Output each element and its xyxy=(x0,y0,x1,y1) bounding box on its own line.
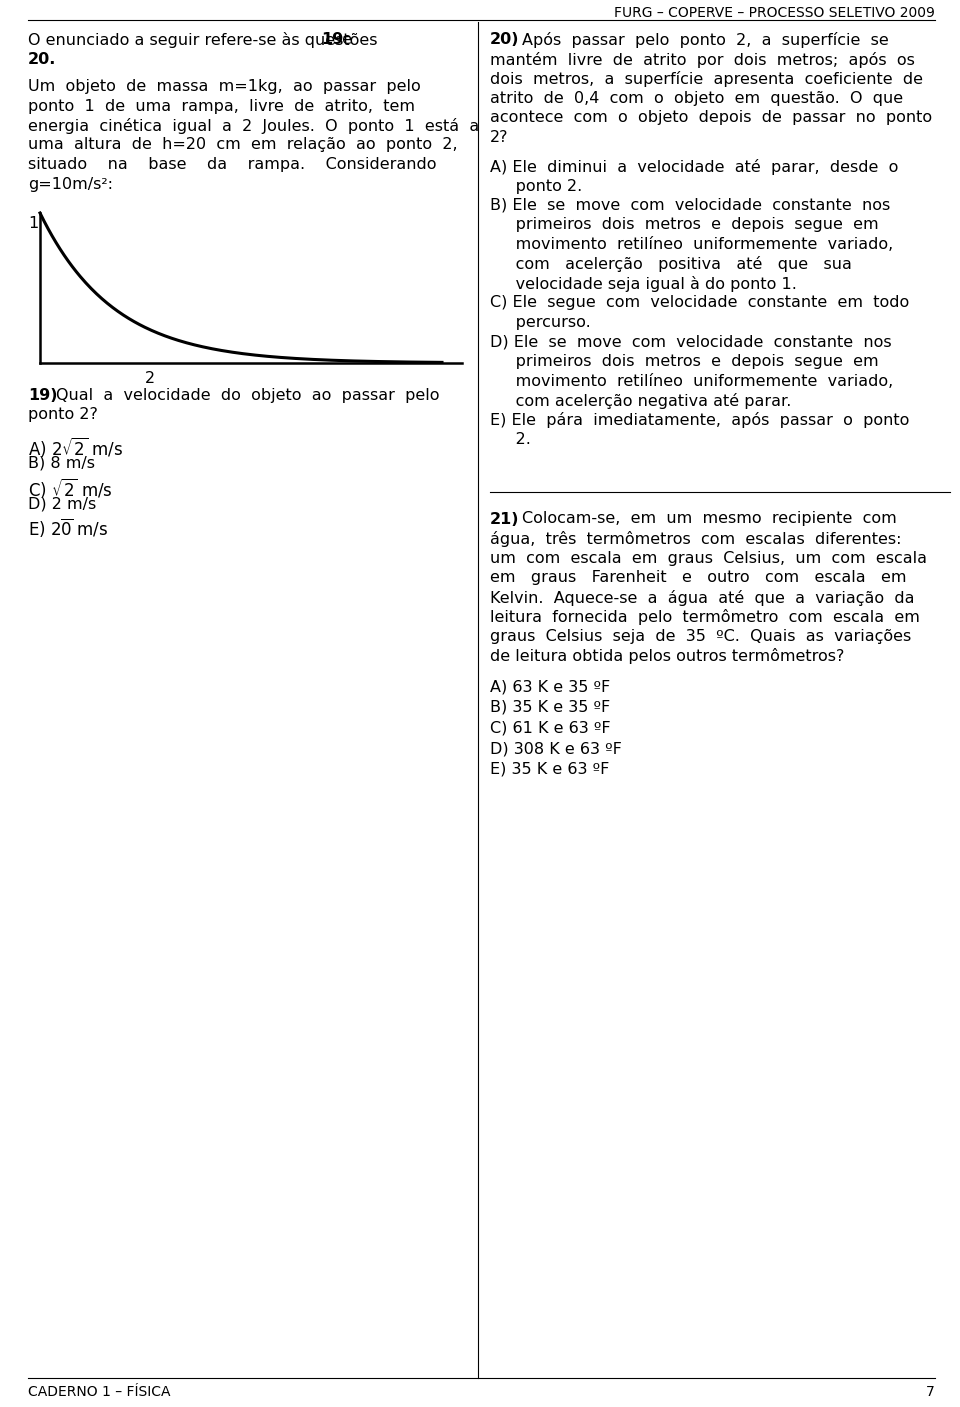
Text: Kelvin.  Aquece-se  a  água  até  que  a  variação  da: Kelvin. Aquece-se a água até que a varia… xyxy=(490,590,915,605)
Text: primeiros  dois  metros  e  depois  segue  em: primeiros dois metros e depois segue em xyxy=(490,218,878,232)
Text: Colocam-se,  em  um  mesmo  recipiente  com: Colocam-se, em um mesmo recipiente com xyxy=(522,512,897,526)
Text: C) Ele  segue  com  velocidade  constante  em  todo: C) Ele segue com velocidade constante em… xyxy=(490,295,909,311)
Text: C) 61 K e 63 ºF: C) 61 K e 63 ºF xyxy=(490,720,611,736)
Text: um  com  escala  em  graus  Celsius,  um  com  escala: um com escala em graus Celsius, um com e… xyxy=(490,550,927,566)
Text: situado    na    base    da    rampa.    Considerando: situado na base da rampa. Considerando xyxy=(28,158,437,172)
Text: acontece  com  o  objeto  depois  de  passar  no  ponto: acontece com o objeto depois de passar n… xyxy=(490,110,932,125)
Text: O enunciado a seguir refere-se às questões: O enunciado a seguir refere-se às questõ… xyxy=(28,32,383,48)
Text: B) 8 m/s: B) 8 m/s xyxy=(28,456,95,470)
Text: D) 308 K e 63 ºF: D) 308 K e 63 ºF xyxy=(490,741,622,756)
Text: 2?: 2? xyxy=(490,129,509,145)
Text: dois  metros,  a  superfície  apresenta  coeficiente  de: dois metros, a superfície apresenta coef… xyxy=(490,70,923,87)
Text: 2: 2 xyxy=(145,371,156,386)
Text: 21): 21) xyxy=(490,512,519,526)
Text: e: e xyxy=(337,32,352,46)
Text: 2.: 2. xyxy=(490,432,531,447)
Text: Após  passar  pelo  ponto  2,  a  superfície  se: Após passar pelo ponto 2, a superfície s… xyxy=(522,32,889,48)
Text: D) Ele  se  move  com  velocidade  constante  nos: D) Ele se move com velocidade constante … xyxy=(490,335,892,349)
Text: água,  três  termômetros  com  escalas  diferentes:: água, três termômetros com escalas difer… xyxy=(490,530,901,547)
Text: 19: 19 xyxy=(321,32,344,46)
Text: 7: 7 xyxy=(926,1384,935,1399)
Text: com   acelerção   positiva   até   que   sua: com acelerção positiva até que sua xyxy=(490,256,852,273)
Text: de leitura obtida pelos outros termômetros?: de leitura obtida pelos outros termômetr… xyxy=(490,649,845,664)
Text: Qual  a  velocidade  do  objeto  ao  passar  pelo: Qual a velocidade do objeto ao passar pe… xyxy=(56,388,440,402)
Text: A) Ele  diminui  a  velocidade  até  parar,  desde  o: A) Ele diminui a velocidade até parar, d… xyxy=(490,159,899,174)
Text: movimento  retilíneo  uniformemente  variado,: movimento retilíneo uniformemente variad… xyxy=(490,373,893,388)
Text: com acelerção negativa até parar.: com acelerção negativa até parar. xyxy=(490,393,791,409)
Text: D) 2 m/s: D) 2 m/s xyxy=(28,497,96,512)
Text: graus  Celsius  seja  de  35  ºC.  Quais  as  variações: graus Celsius seja de 35 ºC. Quais as va… xyxy=(490,629,911,643)
Text: percurso.: percurso. xyxy=(490,315,590,331)
Text: E) 35 K e 63 ºF: E) 35 K e 63 ºF xyxy=(490,761,610,777)
Text: g=10m/s²:: g=10m/s²: xyxy=(28,176,113,191)
Text: primeiros  dois  metros  e  depois  segue  em: primeiros dois metros e depois segue em xyxy=(490,355,878,369)
Text: velocidade seja igual à do ponto 1.: velocidade seja igual à do ponto 1. xyxy=(490,276,797,293)
Text: em   graus   Farenheit   e   outro   com   escala   em: em graus Farenheit e outro com escala em xyxy=(490,570,906,585)
Text: atrito  de  0,4  com  o  objeto  em  questão.  O  que: atrito de 0,4 com o objeto em questão. O… xyxy=(490,90,903,106)
Text: mantém  livre  de  atrito  por  dois  metros;  após  os: mantém livre de atrito por dois metros; … xyxy=(490,52,915,68)
Text: FURG – COPERVE – PROCESSO SELETIVO 2009: FURG – COPERVE – PROCESSO SELETIVO 2009 xyxy=(614,6,935,20)
Text: B) Ele  se  move  com  velocidade  constante  nos: B) Ele se move com velocidade constante … xyxy=(490,198,890,212)
Text: 1: 1 xyxy=(28,217,38,231)
Text: E) $2\overline{0}$ m/s: E) $2\overline{0}$ m/s xyxy=(28,516,108,540)
Text: CADERNO 1 – FÍSICA: CADERNO 1 – FÍSICA xyxy=(28,1384,171,1399)
Text: leitura  fornecida  pelo  termômetro  com  escala  em: leitura fornecida pelo termômetro com es… xyxy=(490,609,920,625)
Text: 20.: 20. xyxy=(28,52,57,66)
Text: A) $2\sqrt{2}$ m/s: A) $2\sqrt{2}$ m/s xyxy=(28,435,123,459)
Text: Um  objeto  de  massa  m=1kg,  ao  passar  pelo: Um objeto de massa m=1kg, ao passar pelo xyxy=(28,79,420,94)
Text: 20): 20) xyxy=(490,32,519,46)
Text: uma  altura  de  h=20  cm  em  relação  ao  ponto  2,: uma altura de h=20 cm em relação ao pont… xyxy=(28,138,458,152)
Text: B) 35 K e 35 ºF: B) 35 K e 35 ºF xyxy=(490,701,611,715)
Text: A) 63 K e 35 ºF: A) 63 K e 35 ºF xyxy=(490,680,611,695)
Text: E) Ele  pára  imediatamente,  após  passar  o  ponto: E) Ele pára imediatamente, após passar o… xyxy=(490,412,909,429)
Text: ponto 2.: ponto 2. xyxy=(490,179,583,194)
Text: ponto  1  de  uma  rampa,  livre  de  atrito,  tem: ponto 1 de uma rampa, livre de atrito, t… xyxy=(28,98,415,114)
Text: movimento  retilíneo  uniformemente  variado,: movimento retilíneo uniformemente variad… xyxy=(490,236,893,252)
Text: energia  cinética  igual  a  2  Joules.  O  ponto  1  está  a: energia cinética igual a 2 Joules. O pon… xyxy=(28,118,479,134)
Text: 19): 19) xyxy=(28,388,58,402)
Text: ponto 2?: ponto 2? xyxy=(28,408,98,422)
Text: C) $\sqrt{2}$ m/s: C) $\sqrt{2}$ m/s xyxy=(28,476,112,499)
